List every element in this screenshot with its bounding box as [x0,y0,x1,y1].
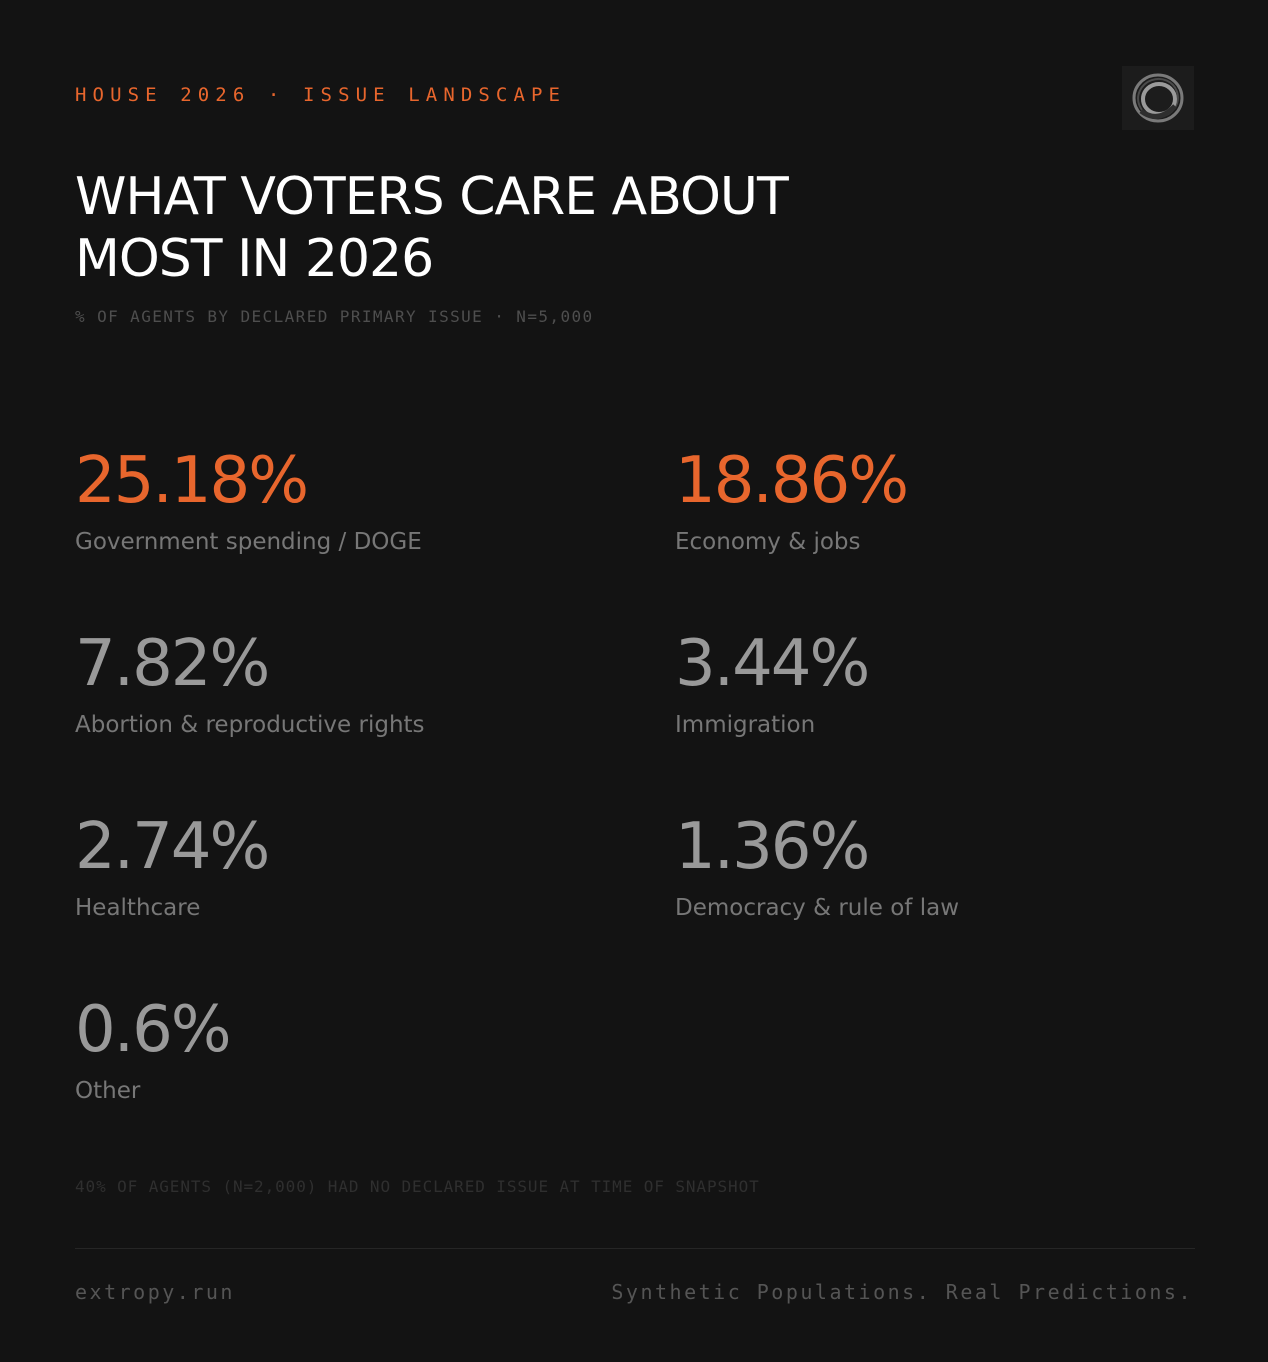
stat-value: 2.74% [75,810,270,884]
stat-label: Economy & jobs [675,529,861,555]
stat-value: 25.18% [75,444,309,518]
stat-value: 1.36% [675,810,870,884]
stat-block: 1.36% Democracy & rule of law [675,809,1195,992]
stat-label: Immigration [675,712,816,738]
stat-block: 3.44% Immigration [675,626,1195,809]
chart-title: WHAT VOTERS CARE ABOUT MOST IN 2026 [75,167,789,289]
stat-value: 0.6% [75,993,232,1067]
footer-site-link[interactable]: extropy.run [75,1280,235,1304]
stat-label: Democracy & rule of law [675,895,960,921]
stat-label: Other [75,1078,141,1104]
stat-label: Healthcare [75,895,201,921]
stat-value: 18.86% [675,444,909,518]
stat-label: Abortion & reproductive rights [75,712,425,738]
stat-block: 18.86% Economy & jobs [675,443,1195,626]
stat-block: 0.6% Other [75,992,675,1175]
stat-label: Government spending / DOGE [75,529,422,555]
ring-logo-svg [1132,73,1184,123]
stat-block: 2.74% Healthcare [75,809,675,992]
stat-value: 7.82% [75,627,270,701]
stat-block: 7.82% Abortion & reproductive rights [75,626,675,809]
stats-grid: 25.18% Government spending / DOGE 18.86% Ec… [75,443,1195,1175]
footer-tagline: Synthetic Populations. Real Predictions. [611,1280,1193,1304]
stat-block: 25.18% Government spending / DOGE [75,443,675,626]
chart-subtitle: % OF AGENTS BY DECLARED PRIMARY ISSUE · … [75,307,594,326]
ring-logo-icon [1122,66,1194,130]
eyebrow-label: HOUSE 2026 · ISSUE LANDSCAPE [75,84,567,106]
footer-divider [75,1248,1195,1249]
footnote: 40% OF AGENTS (N=2,000) HAD NO DECLARED … [75,1177,760,1196]
stat-value: 3.44% [675,627,870,701]
